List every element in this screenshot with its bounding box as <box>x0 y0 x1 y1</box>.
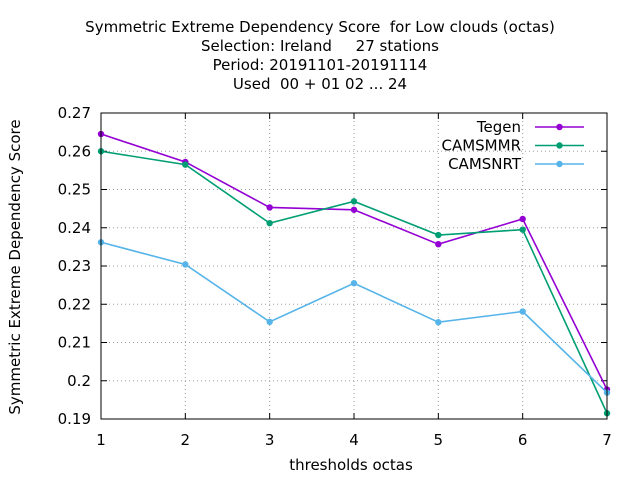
x-axis-label: thresholds octas <box>289 456 413 474</box>
data-point-tegen <box>350 206 358 213</box>
y-tick-label: 0.21 <box>58 334 91 352</box>
y-tick-label: 0.24 <box>58 219 91 237</box>
x-tick-label: 4 <box>349 431 359 449</box>
y-tick-label: 0.2 <box>67 372 91 390</box>
x-tick-label: 3 <box>265 431 275 449</box>
y-tick-label: 0.22 <box>58 295 91 313</box>
legend-label-camsnrt: CAMSNRT <box>448 155 522 173</box>
y-tick-label: 0.23 <box>58 257 91 275</box>
y-tick-label: 0.25 <box>58 181 91 199</box>
data-point-camsnrt <box>266 318 273 326</box>
data-point-camsmmr <box>519 226 526 233</box>
data-point-tegen <box>435 240 442 248</box>
y-tick-label: 0.26 <box>58 142 91 160</box>
data-point-camsmmr <box>435 231 442 239</box>
x-tick-label: 1 <box>96 431 106 449</box>
data-point-tegen <box>266 204 273 211</box>
data-point-camsnrt <box>350 280 358 287</box>
data-point-camsnrt <box>519 308 526 315</box>
series-layer <box>97 130 611 417</box>
y-tick-label: 0.19 <box>58 410 91 428</box>
y-tick-label: 0.27 <box>58 104 91 122</box>
data-point-camsmmr <box>350 198 358 205</box>
series-camsnrt <box>97 239 611 396</box>
x-tick-label: 6 <box>518 431 528 449</box>
x-tick-label: 5 <box>434 431 444 449</box>
data-point-camsnrt <box>182 261 189 268</box>
data-point-camsnrt <box>435 319 442 326</box>
data-point-tegen <box>519 215 526 223</box>
title-line-2: Selection: Ireland 27 stations <box>201 37 439 55</box>
x-tick-label: 2 <box>181 431 191 449</box>
legend-marker-camsmmr <box>556 142 563 149</box>
x-tick-label: 7 <box>602 431 612 449</box>
series-camsmmr <box>97 148 611 417</box>
title-line-4: Used 00 + 01 02 ... 24 <box>232 75 408 93</box>
title-line-1: Symmetric Extreme Dependency Score for L… <box>85 18 555 36</box>
legend-marker-camsnrt <box>556 160 563 168</box>
legend-label-tegen: Tegen <box>476 118 521 136</box>
title-line-3: Period: 20191101-20191114 <box>212 56 428 74</box>
data-point-camsmmr <box>182 161 189 168</box>
y-axis-label: Symmetric Extreme Dependency Score <box>6 119 24 414</box>
legend-label-camsmmr: CAMSMMR <box>441 137 521 155</box>
plot-border <box>100 112 608 420</box>
legend-marker-tegen <box>556 123 563 131</box>
data-point-camsmmr <box>266 219 273 227</box>
y-axis-ticks: 0.19 0.2 0.21 0.22 0.23 0.24 0.25 0.26 0.27 <box>58 104 607 428</box>
